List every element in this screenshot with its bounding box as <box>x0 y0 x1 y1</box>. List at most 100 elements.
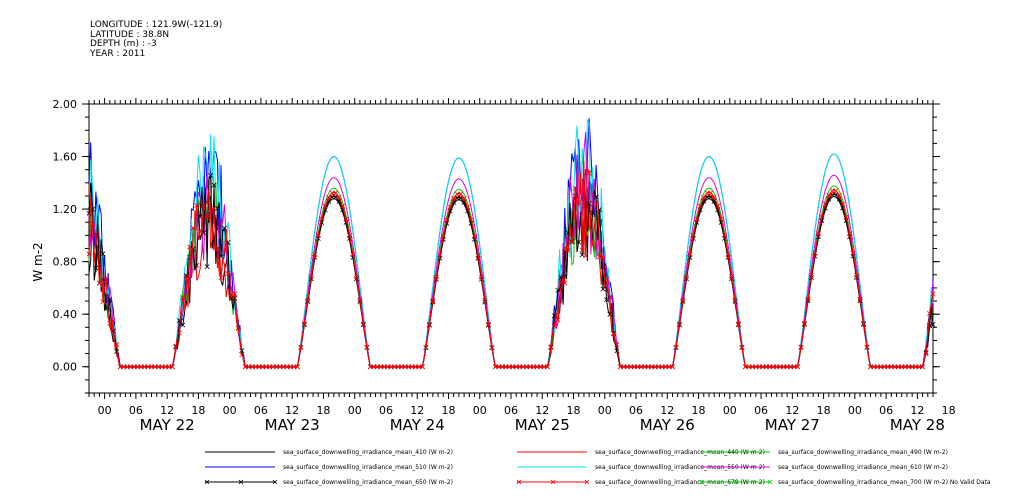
series-marker <box>822 201 828 207</box>
series-marker <box>173 344 179 350</box>
x-tick-label: 18 <box>817 404 831 417</box>
x-tick-label: 00 <box>598 404 612 417</box>
series-marker <box>694 216 700 222</box>
series-marker <box>680 297 686 303</box>
y-tick-label: 1.60 <box>53 151 78 164</box>
x-tick-label: 12 <box>410 404 424 417</box>
series-marker <box>729 274 735 280</box>
legend-label: sea_surface_downwelling_irradiance_mean_… <box>778 464 948 471</box>
series-marker <box>586 201 592 206</box>
series-marker <box>218 275 224 281</box>
series-marker <box>683 274 689 280</box>
series-marker <box>447 204 453 210</box>
series-marker <box>340 203 346 209</box>
series-marker <box>722 232 728 238</box>
series-marker <box>235 325 241 331</box>
series-marker <box>190 246 196 252</box>
series-marker <box>103 277 109 283</box>
series-marker <box>676 321 682 327</box>
legend-marker <box>767 479 773 485</box>
series-marker <box>826 192 832 198</box>
series-marker <box>197 229 203 235</box>
series-marker <box>107 296 113 302</box>
series-marker <box>472 233 478 239</box>
series-marker <box>600 256 606 262</box>
series-marker <box>110 317 116 323</box>
series-marker <box>343 216 349 222</box>
year-text: YEAR : 2011 <box>90 48 146 59</box>
series-marker <box>670 364 675 370</box>
series-marker <box>600 286 606 292</box>
x-tick-label: 06 <box>129 404 143 417</box>
x-tick-label: 06 <box>254 404 268 417</box>
x-tick-label: 06 <box>379 404 393 417</box>
legend: sea_surface_downwelling_irradiance_mean_… <box>204 449 991 486</box>
series-marker <box>840 201 846 207</box>
series-marker <box>604 276 609 282</box>
axis-labels: 0.00 0.40 0.80 1.20 1.60 2.00 00 06 12 18 00 06 12 18… <box>53 98 956 434</box>
series-marker <box>180 295 186 301</box>
tick-marks <box>82 98 940 399</box>
series-marker <box>920 364 926 370</box>
series-marker <box>225 271 231 277</box>
y-tick-label: 1.20 <box>53 203 78 216</box>
series-marker <box>836 192 842 198</box>
x-tick-label: 06 <box>504 404 518 417</box>
day-label: MAY 28 <box>890 416 945 434</box>
series-marker <box>597 254 603 260</box>
series-marker <box>607 311 613 317</box>
y-axis-label: W m-2 <box>31 242 45 281</box>
series-marker <box>215 245 220 251</box>
series-marker <box>808 272 814 278</box>
x-tick-label: 00 <box>348 404 362 417</box>
series-marker <box>218 253 224 259</box>
day-label: MAY 24 <box>390 416 445 434</box>
series-marker <box>482 297 488 303</box>
series-marker <box>312 252 318 258</box>
series-marker <box>583 253 589 259</box>
series-marker <box>697 203 703 209</box>
series-marker <box>197 213 203 219</box>
series-marker <box>586 170 592 176</box>
legend-marker <box>272 479 278 485</box>
x-tick-label: 00 <box>223 404 237 417</box>
series-marker <box>861 320 867 326</box>
legend-label: sea_surface_downwelling_irradiance_mean_… <box>283 464 453 471</box>
series-marker <box>732 297 738 303</box>
series-marker <box>565 247 571 253</box>
x-tick-label: 12 <box>285 404 299 417</box>
series-marker <box>364 344 370 350</box>
series-marker <box>572 186 578 192</box>
x-tick-label: 00 <box>98 404 112 417</box>
series-marker <box>819 214 825 220</box>
series-marker <box>176 330 182 336</box>
series-marker <box>715 203 721 209</box>
series-marker <box>930 322 936 328</box>
series-marker <box>360 321 366 327</box>
series-line <box>88 160 934 368</box>
series-marker <box>544 364 550 370</box>
series-marker <box>927 310 933 316</box>
x-tick-label: 00 <box>723 404 737 417</box>
series-marker <box>444 217 450 223</box>
series-marker <box>319 216 325 222</box>
series-marker <box>239 352 245 358</box>
series-marker <box>489 344 495 350</box>
series-marker <box>194 262 200 268</box>
y-tick-label: 2.00 <box>53 98 78 111</box>
series-marker <box>607 294 613 300</box>
x-tick-label: 18 <box>316 404 330 417</box>
series-marker <box>298 344 304 350</box>
legend-marker <box>699 479 705 485</box>
series-marker <box>187 244 193 250</box>
series-marker <box>736 321 741 327</box>
series-marker <box>308 274 314 280</box>
series-marker <box>593 194 599 200</box>
series-marker <box>194 202 200 208</box>
series-marker <box>718 216 724 222</box>
series-marker <box>569 239 575 245</box>
x-tick-label: 12 <box>660 404 674 417</box>
x-tick-label: 12 <box>160 404 174 417</box>
day-label: MAY 22 <box>140 416 195 434</box>
